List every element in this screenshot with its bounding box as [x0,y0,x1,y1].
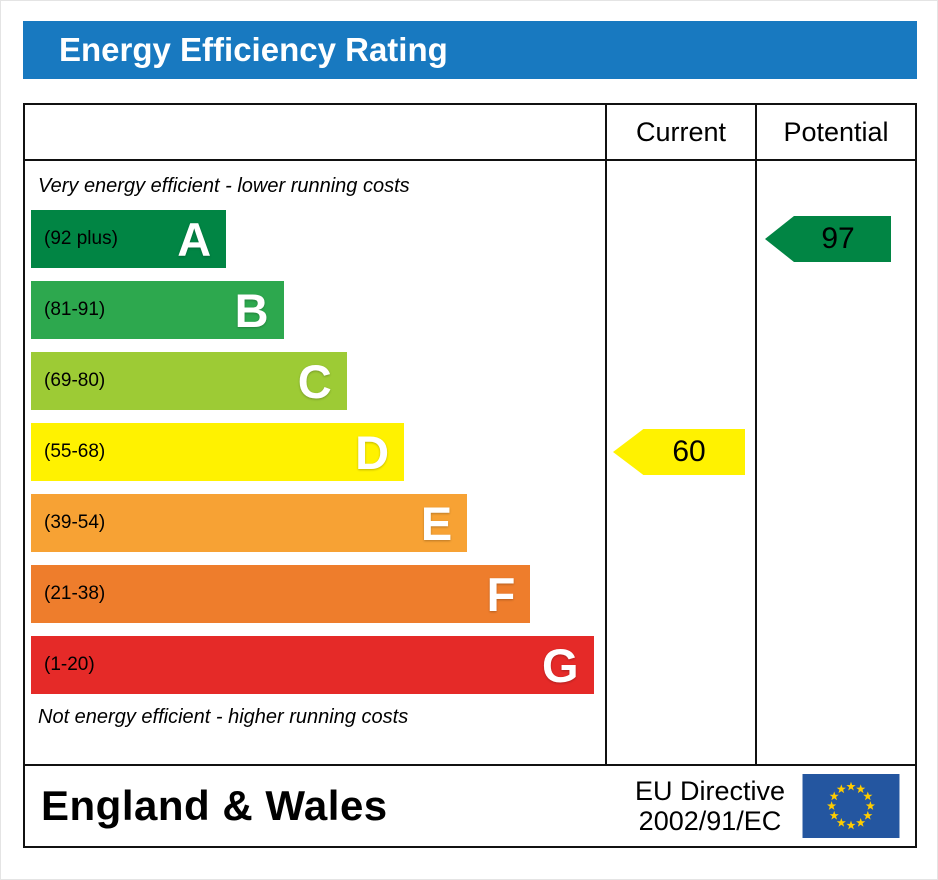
band-row: (1-20) G [25,636,605,694]
band-bar: (69-80) C [31,352,347,410]
top-note: Very energy efficient - lower running co… [38,175,410,197]
chart-footer: England & Wales EU Directive 2002/91/EC [25,764,915,846]
chart-title-bar: Energy Efficiency Rating [23,21,917,79]
band-bar: (55-68) D [31,423,405,481]
band-range-label: (55-68) [44,441,106,462]
band-row: (55-68) D [25,423,605,481]
potential-column: 97 [755,161,915,764]
potential-column-header: Potential [755,105,915,159]
bands-container: (92 plus) A (81-91) B (69-80) C (55-68) … [25,210,605,694]
chart-title: Energy Efficiency Rating [59,31,448,68]
header-spacer [25,105,605,159]
current-rating-value: 60 [672,435,706,468]
band-range-label: (69-80) [44,370,106,391]
band-row: (21-38) F [25,565,605,623]
current-column-header: Current [605,105,755,159]
bars-area: Very energy efficient - lower running co… [25,161,605,764]
band-bar: (81-91) B [31,281,284,339]
potential-rating-value: 97 [821,222,855,255]
current-rating-arrow: 60 [613,429,745,475]
band-bar: (39-54) E [31,494,468,552]
band-row: (69-80) C [25,352,605,410]
energy-efficiency-chart: Current Potential Very energy efficient … [23,103,917,848]
band-letter: G [541,638,579,692]
band-range-label: (21-38) [44,583,106,604]
band-row: (81-91) B [25,281,605,339]
band-range-label: (1-20) [44,654,95,675]
bottom-note: Not energy efficient - higher running co… [38,706,409,728]
band-bar: (92 plus) A [31,210,227,268]
current-column: 60 [605,161,755,764]
band-row: (92 plus) A [25,210,605,268]
band-range-label: (81-91) [44,299,106,320]
chart-header-row: Current Potential [25,105,915,161]
region-label: England & Wales [41,782,388,829]
eu-flag-icon [802,774,900,838]
band-letter: D [355,425,390,479]
band-letter: F [486,567,516,621]
band-row: (39-54) E [25,494,605,552]
eu-directive-line1: EU Directive [634,775,785,806]
band-bar: (1-20) G [31,636,594,694]
band-range-label: (92 plus) [44,228,118,249]
band-letter: A [177,212,212,266]
band-bar: (21-38) F [31,565,531,623]
potential-rating-arrow: 97 [765,216,891,262]
band-letter: B [234,283,269,337]
eu-directive-line2: 2002/91/EC [638,806,782,836]
band-letter: C [297,354,332,408]
band-range-label: (39-54) [44,512,106,533]
chart-body: Very energy efficient - lower running co… [25,161,915,764]
eu-directive-label: EU Directive 2002/91/EC [635,776,785,836]
band-letter: E [420,496,453,550]
